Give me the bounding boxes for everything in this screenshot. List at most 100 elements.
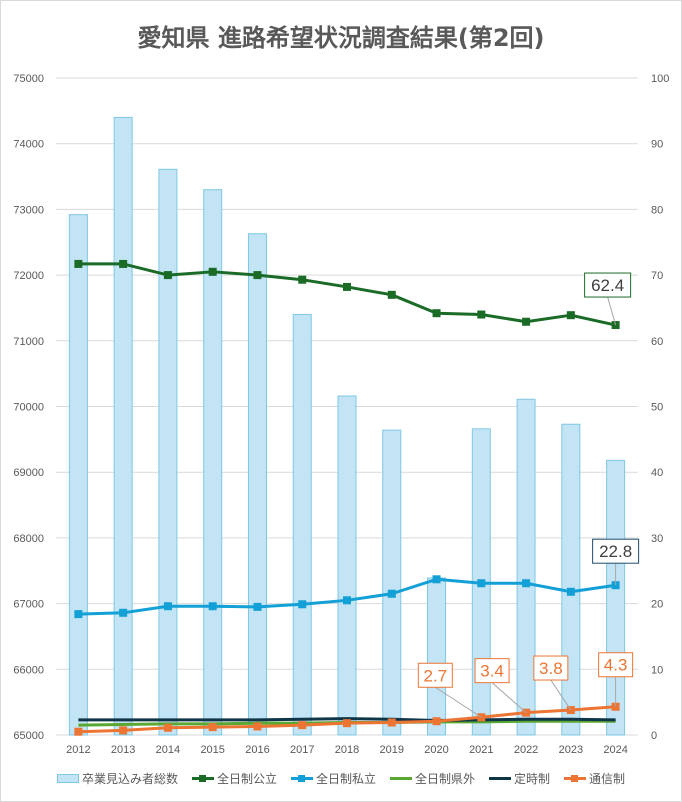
- bar: [382, 429, 402, 736]
- left-axis-tick-label: 71000: [13, 336, 44, 348]
- data-point: [343, 719, 351, 728]
- data-label-box: [533, 655, 569, 681]
- data-point: [387, 589, 396, 598]
- bar: [203, 189, 223, 736]
- bar: [337, 395, 357, 736]
- x-axis-tick-label: 2014: [156, 744, 180, 756]
- bar: [113, 116, 133, 736]
- legend-label: 卒業見込み者総数: [81, 772, 178, 786]
- right-axis-tick-label: 90: [651, 139, 663, 151]
- data-point: [522, 579, 531, 588]
- legend-swatch: [489, 777, 512, 780]
- data-point: [387, 718, 396, 727]
- label-leader-line: [550, 679, 572, 711]
- data-point: [566, 311, 575, 320]
- data-point: [119, 726, 128, 735]
- x-axis-tick-label: 2020: [424, 744, 448, 756]
- right-axis-tick-label: 40: [651, 467, 663, 479]
- legend-swatch: [390, 777, 412, 780]
- data-point: [253, 722, 262, 731]
- bar: [516, 398, 536, 736]
- data-point: [432, 309, 441, 318]
- right-axis-tick-label: 10: [651, 664, 663, 676]
- legend-swatch: [191, 774, 214, 782]
- data-label-box: [584, 272, 632, 298]
- legend-item: 定時制: [489, 770, 550, 787]
- label-leader-line: [491, 682, 527, 714]
- data-point: [163, 723, 172, 732]
- left-axis-tick-label: 65000: [13, 730, 44, 742]
- data-point: [208, 267, 217, 276]
- data-point: [566, 587, 575, 596]
- data-label: 3.4: [480, 662, 504, 681]
- x-axis-tick-label: 2012: [66, 744, 90, 756]
- data-label: 2.7: [423, 666, 447, 685]
- label-leader-line: [435, 686, 482, 718]
- data-label: 62.4: [591, 276, 624, 295]
- bar: [292, 314, 312, 736]
- left-axis-tick-label: 66000: [13, 664, 44, 676]
- right-axis-tick-label: 50: [651, 402, 663, 414]
- data-point: [477, 579, 486, 588]
- legend-label: 全日制公立: [216, 772, 277, 786]
- legend-swatch: [564, 774, 587, 782]
- legend-item: 卒業見込み者総数: [56, 770, 178, 787]
- right-axis-tick-label: 100: [651, 73, 669, 85]
- legend-swatch: [56, 774, 79, 783]
- data-point: [298, 600, 307, 609]
- legend-swatch: [290, 774, 313, 782]
- x-axis-tick-label: 2016: [245, 744, 269, 756]
- data-point: [477, 310, 486, 319]
- data-point: [343, 282, 351, 291]
- data-label: 3.8: [539, 659, 563, 678]
- axis-ticks: 65000 66000 67000 68000 69000 70000 71000 72000…: [13, 73, 669, 756]
- x-axis-tick-label: 2022: [514, 744, 538, 756]
- data-point: [163, 271, 172, 280]
- label-leader-line: [607, 296, 617, 326]
- x-axis-tick-label: 2023: [559, 744, 583, 756]
- data-point: [74, 610, 83, 619]
- data-point: [74, 259, 83, 268]
- left-axis-tick-label: 68000: [13, 533, 44, 545]
- right-axis-tick-label: 60: [651, 336, 663, 348]
- right-axis-tick-label: 20: [651, 599, 663, 611]
- data-point: [208, 602, 217, 611]
- data-point: [522, 317, 531, 326]
- bar: [158, 168, 178, 736]
- x-axis-tick-label: 2017: [290, 744, 314, 756]
- data-point: [343, 596, 351, 605]
- right-axis-tick-label: 80: [651, 204, 663, 216]
- data-point: [387, 290, 396, 299]
- left-axis-tick-label: 70000: [13, 402, 44, 414]
- data-point: [298, 721, 307, 730]
- data-point: [298, 275, 307, 284]
- series-line: [78, 717, 616, 723]
- bar: [68, 214, 88, 736]
- bar: [427, 577, 447, 736]
- data-label: 4.3: [604, 656, 628, 675]
- legend-item: 全日制公立: [191, 770, 277, 787]
- data-label-box: [417, 662, 453, 688]
- right-axis-tick-label: 30: [651, 533, 663, 545]
- legend-label: 全日制私立: [315, 772, 376, 786]
- data-label: 22.8: [599, 542, 632, 561]
- data-point: [163, 602, 172, 611]
- data-labels: 62.4 22.8 2.7 3.4 3.8 4.3: [417, 272, 640, 718]
- legend-item: 全日制県外: [390, 770, 475, 787]
- chart-title: 愛知県 進路希望状況調査結果(第2回): [137, 24, 545, 52]
- data-point: [119, 259, 128, 268]
- left-axis-tick-label: 72000: [13, 270, 44, 282]
- data-point: [253, 271, 262, 280]
- legend-item: 全日制私立: [290, 770, 376, 787]
- data-label-box: [592, 538, 640, 564]
- left-axis-tick-label: 75000: [13, 73, 44, 85]
- data-point: [74, 727, 83, 736]
- right-axis-tick-label: 70: [651, 270, 663, 282]
- data-point: [208, 723, 217, 732]
- data-label-box: [598, 652, 634, 678]
- legend-label: 通信制: [589, 772, 626, 786]
- data-label-box: [474, 658, 510, 684]
- x-axis-tick-label: 2024: [603, 744, 627, 756]
- data-point: [432, 575, 441, 584]
